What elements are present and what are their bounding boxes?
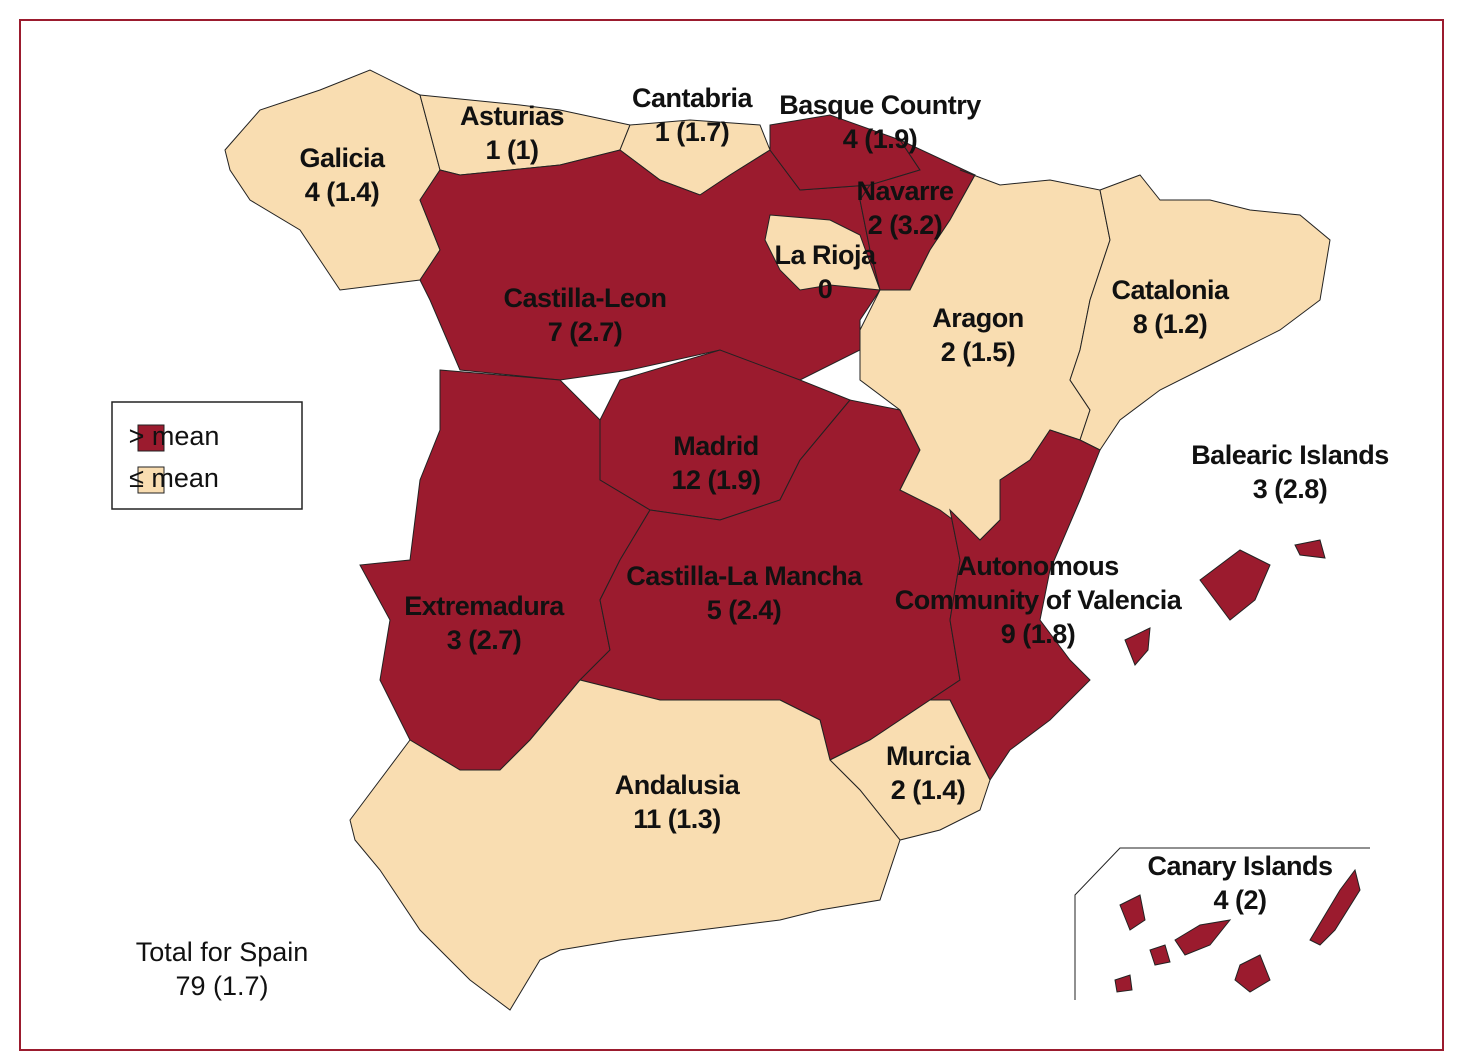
region-value: 12 (1.9) [671, 465, 760, 495]
region-value: 8 (1.2) [1133, 309, 1208, 339]
region-value: 0 [818, 274, 833, 304]
region-shape [1199, 549, 1271, 621]
region-value: 1 (1) [485, 135, 538, 165]
legend-swatch [137, 424, 165, 452]
region-value: 3 (2.7) [447, 625, 522, 655]
total-value: 79 (1.7) [175, 971, 268, 1001]
region-value: 4 (2) [1213, 885, 1266, 915]
region-name: Murcia [886, 741, 972, 771]
region-name: Autonomous [957, 551, 1118, 581]
region-name: Navarre [856, 176, 954, 206]
region-name: Asturias [460, 101, 564, 131]
region-shape [1294, 539, 1326, 559]
region-value: 2 (1.5) [941, 337, 1016, 367]
region-name: Extremadura [404, 591, 565, 621]
legend-label: > mean [129, 421, 220, 451]
region-name: Madrid [673, 431, 759, 461]
region-value: 3 (2.8) [1253, 474, 1328, 504]
region-name: La Rioja [774, 240, 877, 270]
region-value: 2 (3.2) [868, 210, 943, 240]
region-value: 11 (1.3) [633, 804, 721, 834]
legend-label: ≤ mean [129, 463, 219, 493]
region-shape [419, 149, 881, 381]
region-value: 7 (2.7) [548, 317, 623, 347]
region-shape [1309, 868, 1361, 946]
region-shape [1069, 174, 1331, 451]
region-value: 5 (2.4) [707, 595, 782, 625]
region-name: Community of Valencia [895, 585, 1183, 615]
region-shape [1114, 974, 1133, 993]
legend-swatch [137, 466, 165, 494]
region-name: Castilla-Leon [503, 283, 666, 313]
regions [224, 69, 1361, 1011]
region-name: Catalonia [1111, 275, 1230, 305]
region-name: Basque Country [779, 90, 981, 120]
region-value: 2 (1.4) [891, 775, 966, 805]
region-name: Galicia [299, 143, 386, 173]
region-shape [1119, 894, 1146, 931]
region-shape [1174, 919, 1232, 956]
region-value: 9 (1.8) [1001, 619, 1076, 649]
region-name: Cantabria [632, 83, 754, 113]
region-name: Canary Islands [1147, 851, 1332, 881]
region-shape [1149, 944, 1171, 966]
region-value: 4 (1.4) [305, 177, 380, 207]
total-name: Total for Spain [136, 937, 309, 967]
region-name: Aragon [932, 303, 1024, 333]
region-value: 4 (1.9) [843, 124, 918, 154]
region-shape [1234, 954, 1271, 993]
region-shape [349, 679, 901, 1011]
region-shape [928, 429, 1101, 781]
region-name: Andalusia [615, 770, 741, 800]
region-shape [764, 214, 881, 291]
region-shape [1124, 627, 1151, 666]
region-name: Balearic Islands [1191, 440, 1389, 470]
region-name: Castilla-La Mancha [626, 561, 863, 591]
inset-border [1074, 847, 1370, 1000]
region-value: 1 (1.7) [655, 117, 730, 147]
